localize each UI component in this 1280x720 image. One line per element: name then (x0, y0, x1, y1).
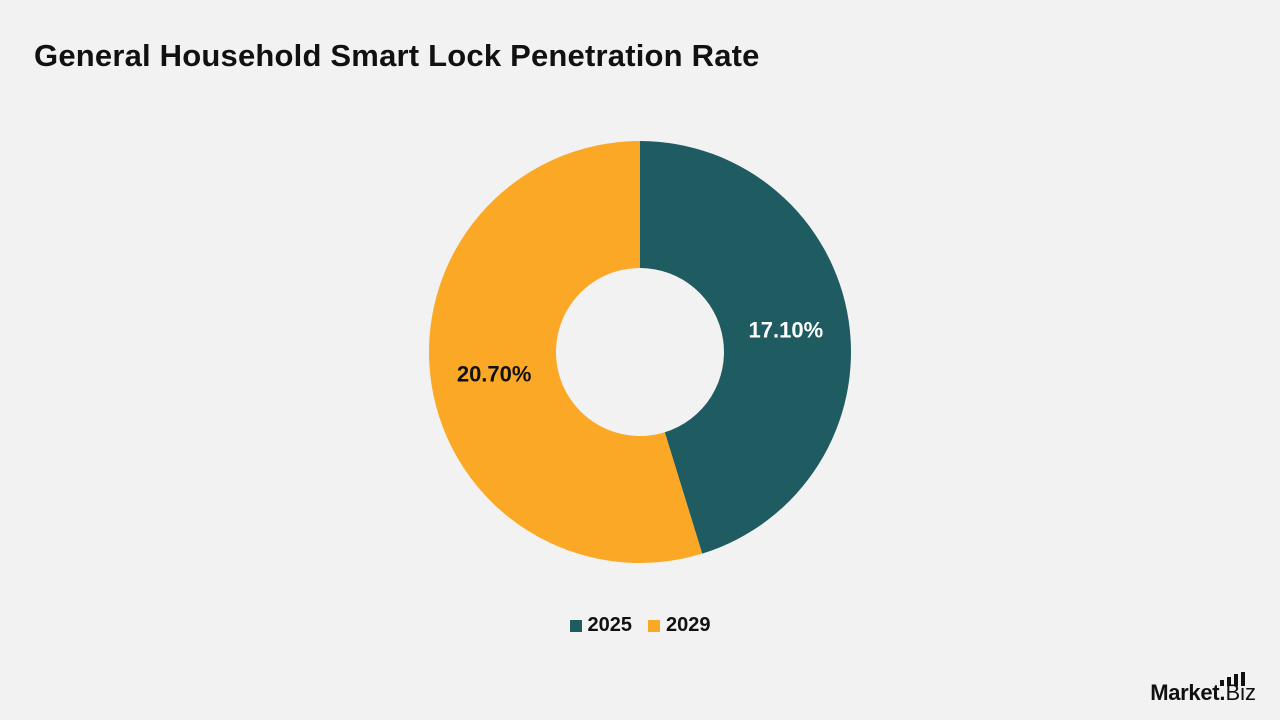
legend-swatch-2025 (569, 619, 582, 632)
legend-label-2025: 2025 (587, 614, 633, 636)
donut-slices (429, 141, 851, 563)
legend-label-2029: 2029 (666, 614, 711, 636)
brand-bars-icon (1220, 672, 1246, 686)
legend-item-2025[interactable]: 2025 (569, 614, 633, 637)
slice-2029[interactable] (429, 141, 703, 563)
slice-labels: 17.10% 20.70% (457, 318, 823, 387)
legend-item-2029[interactable]: 2029 (648, 614, 711, 637)
slice-2025[interactable] (640, 141, 851, 554)
slice-label-2029: 20.70% (457, 361, 532, 386)
brand-mark: Market (1150, 680, 1220, 705)
slice-label-2025: 17.10% (749, 318, 824, 343)
chart-legend: 2025 2029 (0, 614, 1280, 637)
brand-dot: . (1219, 680, 1226, 705)
brand-logo: Market. Biz (1150, 672, 1256, 706)
chart-title: General Household Smart Lock Penetration… (34, 38, 760, 73)
legend-swatch-2029 (648, 619, 660, 632)
